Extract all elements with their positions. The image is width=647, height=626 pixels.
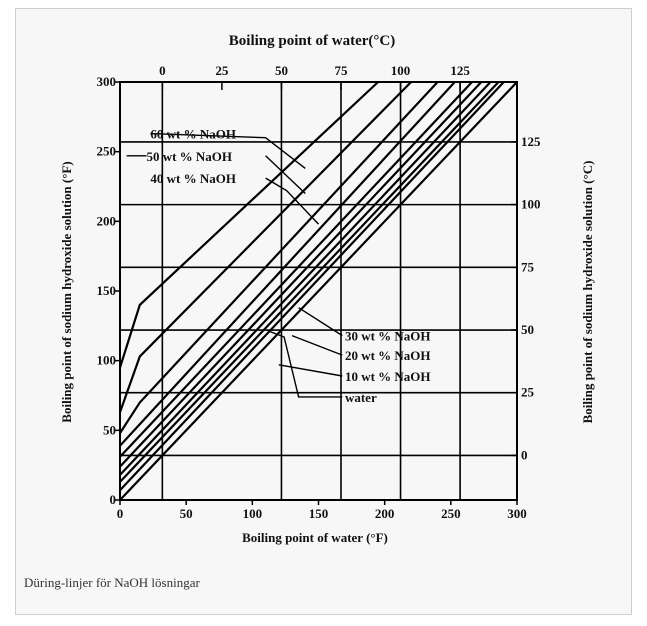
series-line — [118, 81, 412, 413]
annotation-leaders — [126, 132, 343, 398]
series-label: 60 wt % NaOH — [150, 127, 236, 142]
series-line — [119, 81, 439, 434]
annotation-leader — [298, 307, 343, 337]
series-line — [118, 81, 379, 368]
top-tick-label: 50 — [275, 63, 288, 78]
figure-frame — [15, 8, 632, 615]
y-tick-label: 100 — [97, 353, 117, 368]
chart-line — [119, 81, 483, 468]
y-tick-label: 200 — [97, 213, 117, 228]
chart-line — [119, 81, 456, 447]
axis-titles: Boiling point of water(°C) Boiling point… — [59, 33, 595, 545]
series-line — [119, 81, 492, 476]
right-tick-label: 125 — [521, 134, 541, 149]
chart-line — [119, 81, 500, 483]
annotation-leader — [269, 330, 343, 398]
right-tick-label: 0 — [521, 447, 528, 462]
series-line — [119, 81, 505, 491]
series-label: water — [345, 390, 377, 405]
figure-caption: Düring-linjer för NaOH lösningar — [24, 575, 200, 590]
y-tick-label: 150 — [97, 283, 117, 298]
x-tick-label: 0 — [117, 506, 124, 521]
annotation-leader — [265, 155, 306, 195]
right-tick-label: 100 — [521, 197, 541, 212]
series-label: 10 wt % NaOH — [345, 369, 431, 384]
series-label: 20 wt % NaOH — [345, 348, 431, 363]
y-tick-label: 250 — [97, 144, 117, 159]
right-tick-label: 50 — [521, 322, 534, 337]
annotation-leader — [291, 334, 343, 356]
top-tick-label: 75 — [334, 63, 348, 78]
x-tick-label: 100 — [243, 506, 263, 521]
y-axis-label-right: Boiling point of sodium hydroxide soluti… — [580, 161, 595, 424]
y-tick-label: 300 — [97, 74, 117, 89]
top-tick-label: 100 — [391, 63, 411, 78]
y-tick-label: 50 — [103, 422, 116, 437]
annotation-labels: 60 wt % NaOH 50 wt % NaOH 40 wt % NaOH 30 w… — [146, 127, 430, 405]
x-tick-label: 150 — [309, 506, 329, 521]
x-tick-label: 250 — [441, 506, 461, 521]
top-tick-label: 125 — [450, 63, 470, 78]
series-line — [119, 81, 473, 458]
x-tick-label: 200 — [375, 506, 395, 521]
top-tick-label: 0 — [159, 63, 166, 78]
annotation-leader — [278, 364, 343, 377]
x-tick-label: 300 — [507, 506, 527, 521]
annotation-leader — [150, 132, 306, 169]
annotation-leader — [265, 177, 320, 225]
right-tick-label: 75 — [521, 259, 535, 274]
x-tick-label: 50 — [180, 506, 193, 521]
y-tick-label: 0 — [110, 492, 117, 507]
chart-title: Boiling point of water(°C) — [229, 33, 395, 49]
right-tick-label: 25 — [521, 385, 535, 400]
series-label: 40 wt % NaOH — [150, 171, 236, 186]
series-label: 30 wt % NaOH — [345, 329, 431, 344]
y-axis-label-left: Boiling point of sodium hydroxide soluti… — [59, 161, 74, 422]
series-label: 50 wt % NaOH — [146, 149, 232, 164]
chart-series — [118, 81, 518, 501]
top-tick-label: 25 — [215, 63, 229, 78]
series-line — [119, 81, 518, 501]
x-axis-label: Boiling point of water (°F) — [242, 530, 388, 545]
